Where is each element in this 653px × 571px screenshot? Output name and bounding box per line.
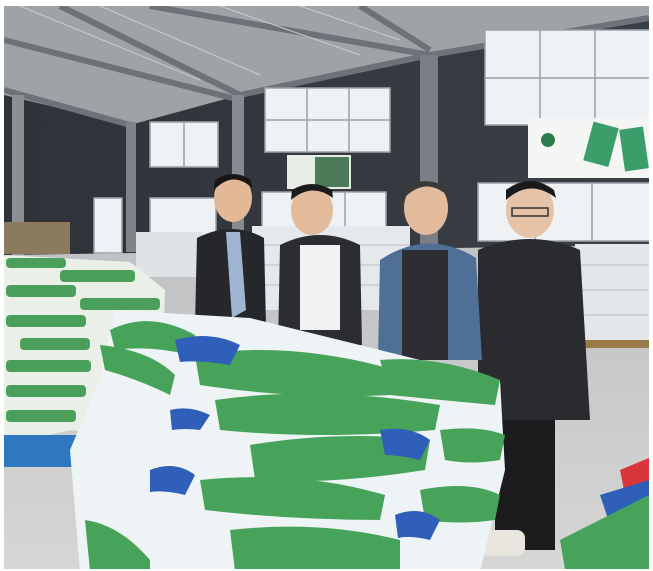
person	[378, 181, 482, 360]
person	[195, 174, 266, 325]
banner-logo	[541, 133, 555, 147]
stack	[136, 232, 202, 277]
pillar	[12, 95, 24, 255]
stack	[575, 244, 649, 344]
pallet	[575, 340, 649, 348]
ceiling-panels	[19, 5, 401, 81]
right-bags	[560, 458, 649, 569]
banner-bag	[619, 126, 649, 172]
bag-pile	[70, 310, 505, 571]
banner-image	[315, 157, 349, 187]
pillar	[126, 122, 136, 252]
person	[455, 181, 590, 556]
stack	[4, 222, 70, 254]
banner-bag	[583, 121, 619, 167]
person	[278, 184, 362, 345]
